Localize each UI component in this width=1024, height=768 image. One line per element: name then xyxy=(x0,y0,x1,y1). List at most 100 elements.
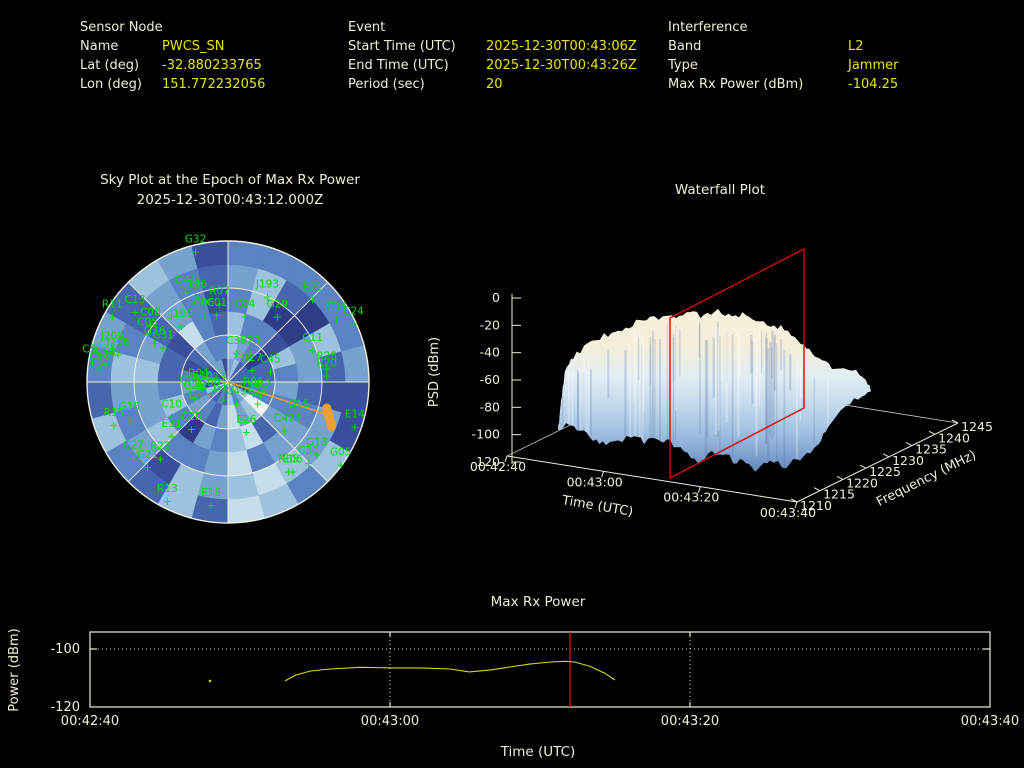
waterfall-figure: 0 -20 -40 -60 -80 -100 -120 PSD (dBm) 00:42:40 00… xyxy=(427,247,993,520)
satellite-marker: + xyxy=(109,419,118,432)
time-tick-label: 00:43:40 xyxy=(760,505,816,520)
freq-tick-label: 1230 xyxy=(892,453,924,468)
x-tick-label: 00:43:40 xyxy=(961,714,1019,729)
satellite-label: C33 xyxy=(226,335,247,347)
satellite-marker: + xyxy=(349,317,358,330)
satellite-marker: + xyxy=(294,410,303,423)
timeseries-title: Max Rx Power xyxy=(490,594,586,610)
satellite-marker: + xyxy=(125,413,134,426)
satellite-label: G31 xyxy=(152,329,174,341)
satellite-marker: + xyxy=(322,362,331,375)
satellite-marker: + xyxy=(167,430,176,443)
freq-tick-label: 1240 xyxy=(938,430,970,445)
satellite-label: C08 xyxy=(140,307,161,319)
freq-tick-label: 1235 xyxy=(915,442,947,457)
freq-tick xyxy=(905,442,913,447)
timeseries-xlabel: Time (UTC) xyxy=(500,744,576,760)
freq-tick xyxy=(813,487,821,492)
satellite-marker: + xyxy=(211,384,220,397)
satellite-marker: + xyxy=(185,386,194,399)
name-value: PWCS_SN xyxy=(162,39,225,54)
satellite-marker: + xyxy=(167,410,176,423)
satellite-label: R13 xyxy=(157,483,178,495)
satellite-marker: + xyxy=(232,347,241,360)
time-tick xyxy=(794,501,798,509)
z-tick-label: -40 xyxy=(480,345,500,360)
satellite-marker: + xyxy=(280,424,289,437)
band-value: L2 xyxy=(848,39,864,54)
lat-value: -32.880233765 xyxy=(162,58,262,73)
satellite-label: G13 xyxy=(306,436,328,448)
satellite-marker: + xyxy=(143,329,152,342)
satellite-marker: + xyxy=(273,310,282,323)
interference-bearing-line xyxy=(227,381,327,416)
satellite-marker: + xyxy=(163,495,172,508)
azimuth-spoke xyxy=(227,281,329,383)
azimuth-spoke xyxy=(127,381,229,483)
satellite-marker: + xyxy=(191,245,200,258)
satellite-marker: + xyxy=(312,448,321,461)
psd-surface xyxy=(558,308,871,472)
power-curve xyxy=(284,660,616,682)
satellite-label: C45 xyxy=(260,353,281,365)
satellite-label: E31 xyxy=(162,418,182,430)
satellite-marker: + xyxy=(101,358,110,371)
period-label: Period (sec) xyxy=(348,77,425,92)
satellite-marker: + xyxy=(187,423,196,436)
satellite-label: R28 xyxy=(316,350,337,362)
freq-tick-label: 1225 xyxy=(869,464,901,479)
satellite-marker: + xyxy=(150,337,159,350)
satellite-marker: + xyxy=(219,393,228,406)
satellite-marker: + xyxy=(249,388,258,401)
satellite-label: G26 xyxy=(183,380,205,392)
z-tick-label: -80 xyxy=(480,399,500,414)
satellite-marker: + xyxy=(308,293,317,306)
time-tick-label: 00:42:40 xyxy=(470,459,526,474)
satellite-marker: + xyxy=(284,465,293,478)
x-tick-label: 00:43:20 xyxy=(661,714,719,729)
satellite-label: C01 xyxy=(206,297,227,309)
satellite-label: C49 xyxy=(226,386,247,398)
y-tick-label: -100 xyxy=(50,642,80,657)
z-axis-title: PSD (dBm) xyxy=(427,337,442,407)
satellite-label: E24 xyxy=(248,386,268,398)
satellite-label: C42 xyxy=(274,412,295,424)
satellite-label: G12 xyxy=(250,379,272,391)
skyplot-title: Sky Plot at the Epoch of Max Rx Power xyxy=(100,172,360,188)
lat-label: Lat (deg) xyxy=(80,58,140,73)
z-tick-label: -20 xyxy=(480,317,500,332)
freq-tick xyxy=(859,464,867,469)
time-axis-title: Time (UTC) xyxy=(560,493,634,520)
satellite-label: C20 xyxy=(180,374,201,386)
satellite-marker: + xyxy=(242,426,251,439)
max-rx-power-label: Max Rx Power (dBm) xyxy=(668,77,804,92)
satellite-marker: + xyxy=(288,465,297,478)
satellite-layer: G32+G41+J196+ R07+J193+E21+C34+C24+R11+C1… xyxy=(82,233,365,512)
name-label: Name xyxy=(80,39,119,54)
time-tick-label: 00:43:20 xyxy=(663,490,719,505)
band-label: Band xyxy=(668,39,702,54)
time-tick xyxy=(697,486,701,493)
satellite-label: C59 xyxy=(82,343,103,355)
satellite-label: R15 xyxy=(103,407,124,419)
freq-tick xyxy=(790,498,798,503)
epoch-slice-plane xyxy=(669,247,805,480)
satellite-label: E23 xyxy=(241,335,261,347)
max-rx-power-value: -104.25 xyxy=(848,77,899,92)
satellite-marker: + xyxy=(206,499,215,512)
freq-axis xyxy=(796,422,959,503)
sky-grid xyxy=(86,240,370,524)
satellite-label: E06 xyxy=(283,453,303,465)
satellite-label: E10 xyxy=(193,370,213,382)
satellite-marker: + xyxy=(199,309,208,322)
satellite-label: C16 xyxy=(89,350,110,362)
satellite-label: C58 xyxy=(95,346,116,358)
satellite-label: R04 xyxy=(188,367,209,379)
satellite-marker: + xyxy=(240,310,249,323)
satellite-marker: + xyxy=(256,391,265,404)
satellite-label: C28 xyxy=(181,411,202,423)
satellite-label: J206 xyxy=(105,336,129,348)
satellite-label: G36 xyxy=(144,325,166,337)
satellite-marker: + xyxy=(177,320,186,333)
